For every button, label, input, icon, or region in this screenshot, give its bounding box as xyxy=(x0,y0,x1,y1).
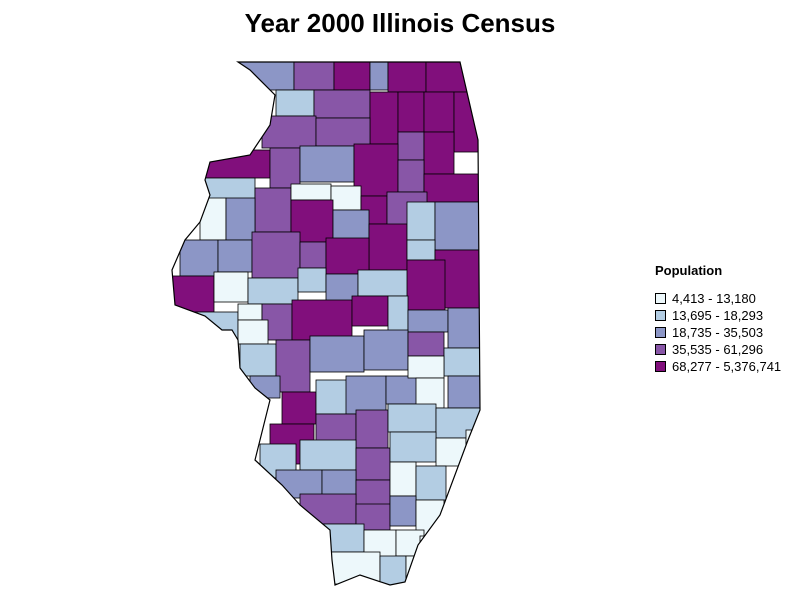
county xyxy=(254,187,292,233)
county xyxy=(435,407,480,439)
legend-swatch xyxy=(655,310,666,321)
county xyxy=(357,269,409,297)
county xyxy=(275,89,315,117)
legend-label: 68,277 - 5,376,741 xyxy=(672,359,782,374)
county xyxy=(407,355,445,379)
legend-swatch xyxy=(655,293,666,304)
county xyxy=(325,237,370,275)
county xyxy=(355,447,391,481)
county xyxy=(447,307,480,349)
county xyxy=(419,535,443,559)
county xyxy=(333,62,371,91)
county xyxy=(299,241,327,269)
county xyxy=(275,339,311,393)
map-title: Year 2000 Illinois Census xyxy=(244,8,556,38)
county xyxy=(179,239,219,277)
county xyxy=(406,239,436,261)
county xyxy=(465,429,480,471)
county xyxy=(407,309,449,333)
county xyxy=(313,89,371,119)
county xyxy=(345,375,387,415)
county xyxy=(363,329,409,371)
legend-title: Population xyxy=(655,263,723,278)
county xyxy=(204,177,256,201)
county xyxy=(213,271,249,303)
county xyxy=(315,117,371,147)
county xyxy=(447,375,480,409)
county xyxy=(315,413,357,445)
county xyxy=(423,91,455,133)
county xyxy=(299,145,355,183)
county xyxy=(204,149,271,179)
county xyxy=(299,439,357,471)
legend-swatch xyxy=(655,361,666,372)
county xyxy=(407,331,445,357)
legend-label: 18,735 - 35,503 xyxy=(672,325,764,340)
county xyxy=(225,197,256,241)
legend-swatch xyxy=(655,327,666,338)
county xyxy=(387,62,427,93)
county xyxy=(269,147,301,189)
county xyxy=(319,523,365,553)
county xyxy=(247,277,299,305)
legend-item: 35,535 - 61,296 xyxy=(655,341,781,358)
county xyxy=(453,91,480,153)
county xyxy=(355,409,389,449)
county xyxy=(379,555,407,585)
legend-item: 4,413 - 13,180 xyxy=(655,290,781,307)
county xyxy=(330,185,362,211)
county xyxy=(332,209,370,243)
county xyxy=(321,469,357,497)
county xyxy=(435,437,467,467)
county xyxy=(434,201,480,251)
county xyxy=(351,295,389,327)
county xyxy=(369,62,389,91)
county xyxy=(217,239,253,273)
county xyxy=(389,461,417,497)
county xyxy=(281,391,317,425)
legend: Population 4,413 - 13,180 13,695 - 18,29… xyxy=(655,263,781,375)
county xyxy=(368,223,408,271)
county xyxy=(309,335,365,373)
county xyxy=(415,465,447,501)
legend-label: 13,695 - 18,293 xyxy=(672,308,764,323)
county xyxy=(237,319,269,345)
county xyxy=(239,343,277,377)
county xyxy=(251,231,301,279)
county xyxy=(423,173,480,203)
county xyxy=(297,267,327,293)
legend-label: 4,413 - 13,180 xyxy=(672,291,756,306)
county xyxy=(355,479,391,509)
county xyxy=(293,62,335,91)
county xyxy=(299,493,357,525)
county xyxy=(425,62,480,93)
legend-label: 35,535 - 61,296 xyxy=(672,342,764,357)
county xyxy=(387,403,437,433)
county xyxy=(397,159,425,193)
legend-item: 68,277 - 5,376,741 xyxy=(655,358,781,375)
legend-item: 13,695 - 18,293 xyxy=(655,307,781,324)
county xyxy=(415,377,445,409)
county xyxy=(181,311,239,353)
county xyxy=(385,375,421,405)
county xyxy=(291,299,353,341)
county xyxy=(406,201,436,241)
county xyxy=(406,259,446,311)
legend-item: 18,735 - 35,503 xyxy=(655,324,781,341)
legend-swatch xyxy=(655,344,666,355)
county xyxy=(397,131,425,161)
county xyxy=(237,303,263,321)
county xyxy=(389,431,437,463)
county xyxy=(443,347,480,377)
county xyxy=(290,183,332,201)
state-outline xyxy=(171,61,481,586)
county xyxy=(389,495,417,527)
county xyxy=(423,131,455,175)
county xyxy=(397,91,425,133)
county xyxy=(369,91,399,145)
county xyxy=(199,197,227,241)
